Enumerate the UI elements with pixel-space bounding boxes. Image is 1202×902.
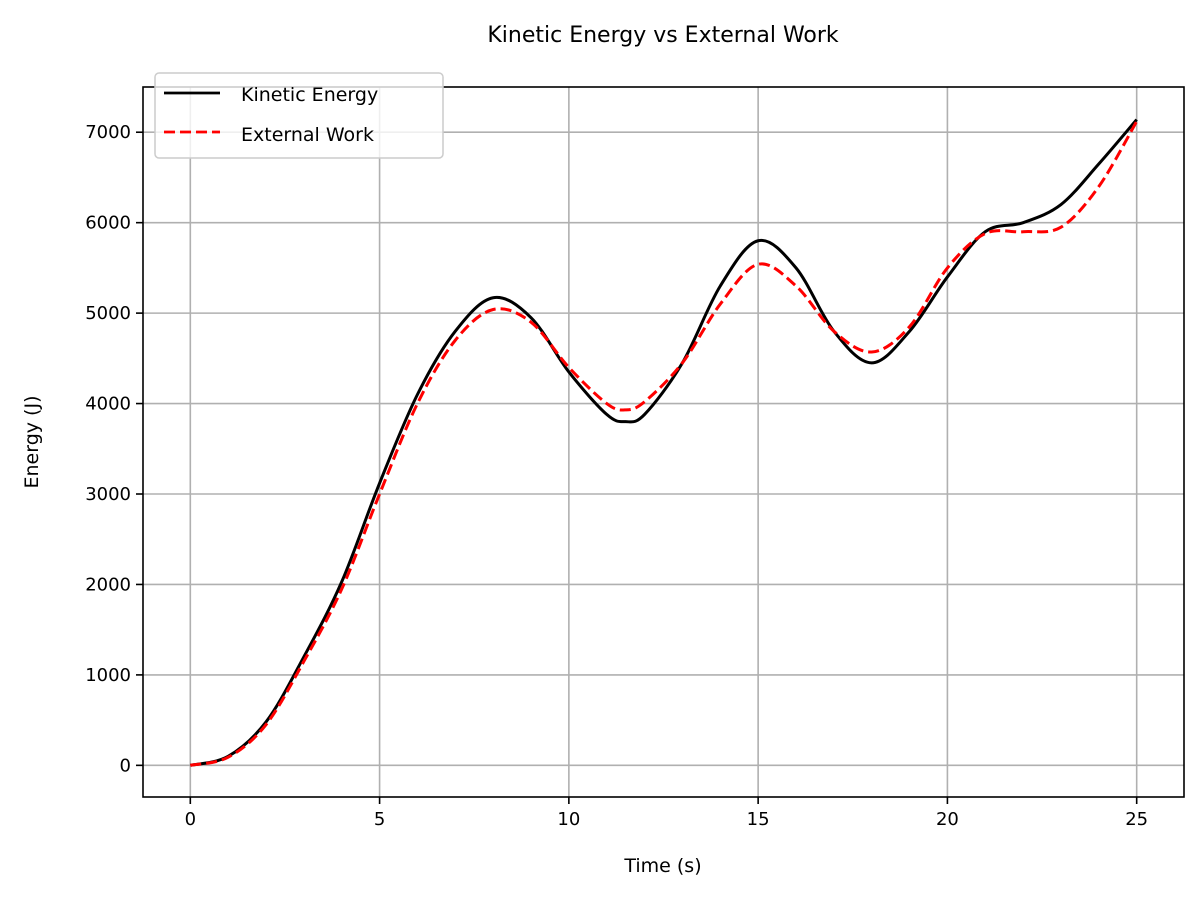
series-lines xyxy=(189,118,1138,767)
series-line-external-work xyxy=(190,120,1138,767)
x-axis-label: Time (s) xyxy=(623,855,701,877)
y-axis-label: Energy (J) xyxy=(21,396,43,489)
y-tick-label: 4000 xyxy=(85,394,131,415)
grid xyxy=(143,87,1184,797)
y-tick-label: 6000 xyxy=(85,213,131,234)
y-tick-label: 2000 xyxy=(85,574,131,595)
axes-frame xyxy=(142,86,1185,798)
y-tick-label: 1000 xyxy=(85,665,131,686)
chart-title: Kinetic Energy vs External Work xyxy=(487,23,839,48)
y-tick-label: 5000 xyxy=(85,303,131,324)
legend-label-external-work: External Work xyxy=(241,124,374,146)
x-tick-label: 15 xyxy=(747,809,770,830)
x-tick-label: 25 xyxy=(1125,809,1148,830)
legend: Kinetic Energy External Work xyxy=(154,72,444,159)
x-tick-label: 5 xyxy=(374,809,385,830)
y-tick-label: 7000 xyxy=(85,122,131,143)
y-tick-label: 0 xyxy=(120,755,131,776)
ticks: 0 5 10 15 20 25 0 1000 2000 3000 4000 5000 6000 7000 xyxy=(85,122,1148,830)
x-tick-label: 0 xyxy=(185,809,196,830)
x-tick-label: 20 xyxy=(936,809,959,830)
x-tick-label: 10 xyxy=(557,809,580,830)
series-line-kinetic-energy xyxy=(189,118,1138,767)
legend-label-kinetic-energy: Kinetic Energy xyxy=(241,84,378,106)
legend-box xyxy=(154,72,444,159)
y-tick-label: 3000 xyxy=(85,484,131,505)
